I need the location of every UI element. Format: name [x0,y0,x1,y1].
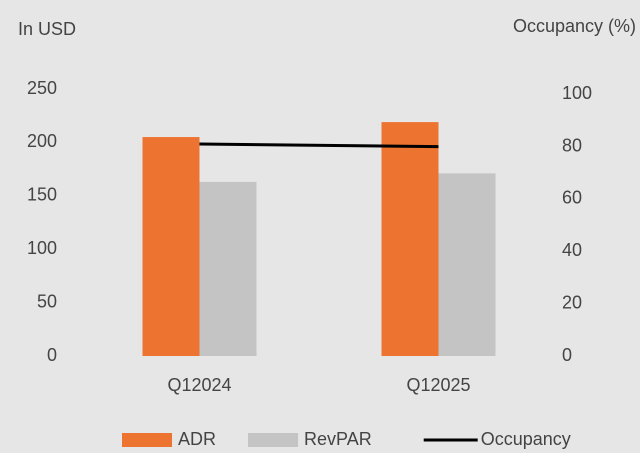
y-axis-label: In USD [18,19,76,39]
y2-axis-label: Occupancy (%) [513,16,636,36]
y2-tick-label: 20 [562,292,582,312]
y2-tick-label: 80 [562,135,582,155]
x-tick-label: Q12025 [406,375,470,395]
line [199,142,439,149]
x-tick-label: Q12024 [167,375,231,395]
y-tick-label: 100 [27,238,57,258]
y2-tick-label: 100 [562,83,592,103]
bar [142,137,200,356]
y2-tick-label: 60 [562,188,582,208]
bar [199,181,257,356]
y-tick-label: 150 [27,185,57,205]
y-tick-label: 50 [37,291,57,311]
y-tick-label: 250 [27,78,57,98]
bar [438,173,496,356]
legend-label: ADR [178,429,216,449]
legend-swatch [122,433,172,447]
y2-tick-label: 40 [562,240,582,260]
y-tick-label: 0 [47,345,57,365]
bar [381,122,439,356]
y-tick-label: 200 [27,131,57,151]
legend-label: RevPAR [304,429,372,449]
legend-label: Occupancy [481,429,571,449]
y2-tick-label: 0 [562,345,572,365]
legend-swatch [248,433,299,447]
